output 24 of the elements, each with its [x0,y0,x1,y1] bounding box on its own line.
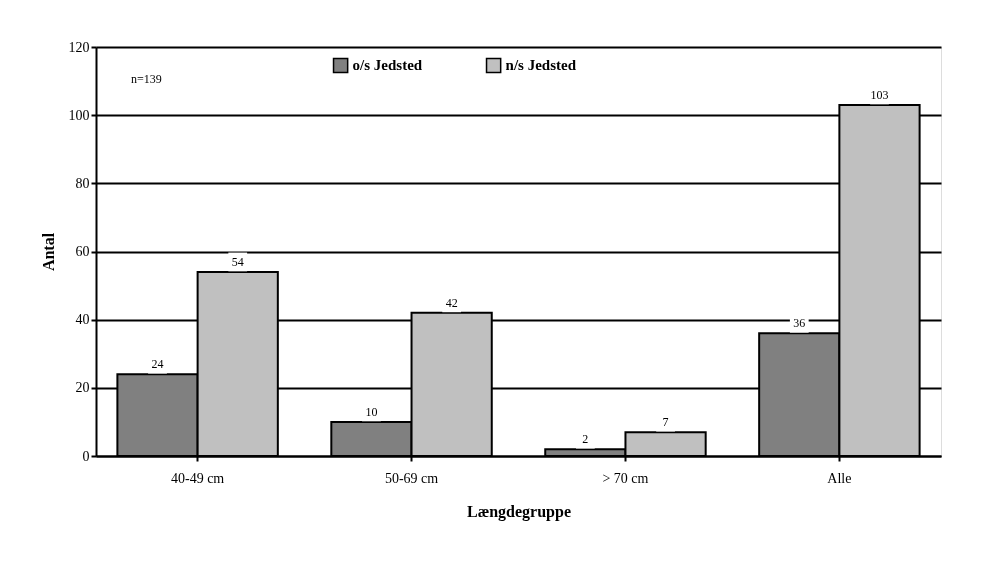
y-tick-label: 40 [75,312,90,328]
x-tick-label: 40-49 cm [170,470,225,486]
annotation: n=139 [131,72,162,86]
x-tick-label: 50-69 cm [384,470,439,486]
data-label: 10 [365,404,378,419]
data-label: 2 [582,432,589,447]
y-tick-label: 120 [68,39,90,55]
data-label: 36 [793,316,806,331]
legend-label: o/s Jedsted [352,57,423,74]
data-label: 24 [151,357,164,372]
x-axis-title: Længdegruppe [466,502,572,521]
y-axis-title: Antal [39,232,57,272]
y-tick-label: 100 [68,107,90,123]
y-tick-label: 20 [75,380,90,396]
data-label: 7 [662,415,669,430]
y-tick-label: 60 [75,244,90,259]
y-tick-label: 80 [75,175,90,191]
x-tick-label: Alle [827,470,852,486]
y-tick-label: 0 [82,448,90,464]
data-label: 103 [870,87,889,102]
data-label: 42 [445,295,458,310]
x-tick-label: > 70 cm [602,470,649,486]
legend-label: n/s Jedsted [505,57,577,74]
data-label: 54 [231,254,244,269]
